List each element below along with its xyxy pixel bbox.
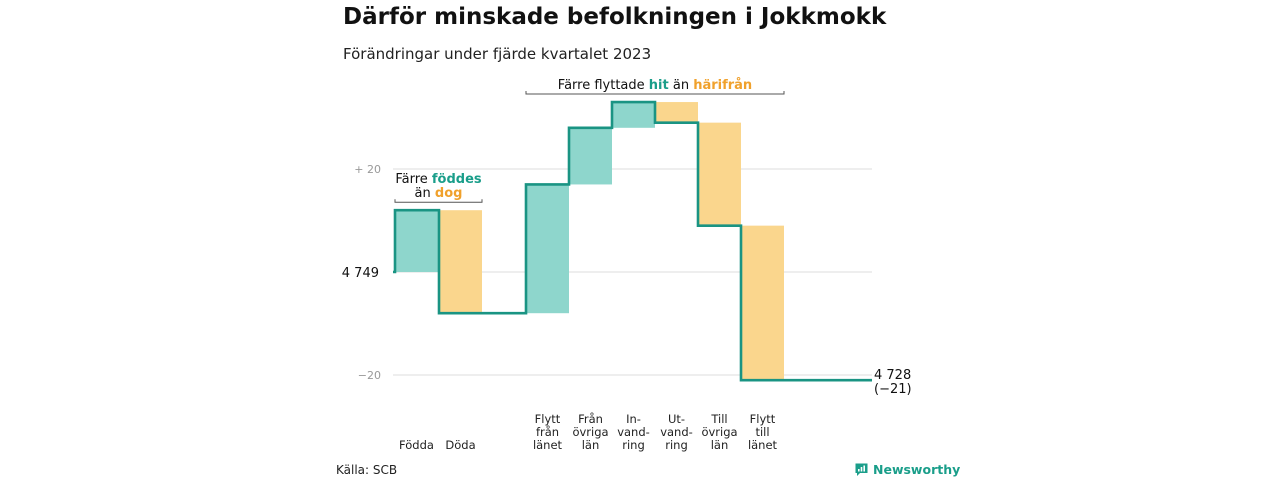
category-label: från <box>536 425 559 439</box>
category-label: Flytt <box>750 412 776 426</box>
y-tick-label: −20 <box>358 369 381 382</box>
annotation-segment: hit <box>649 78 669 93</box>
brand: Newsworthy <box>854 462 960 477</box>
category-label: länet <box>533 438 563 452</box>
source-note: Källa: SCB <box>336 463 398 477</box>
waterfall-bar <box>395 210 438 272</box>
chart-subtitle: Förändringar under fjärde kvartalet 2023 <box>343 45 652 63</box>
category-label: län <box>582 438 600 452</box>
category-label: Ut- <box>668 412 685 426</box>
category-label: Födda <box>399 438 434 452</box>
category-label: Döda <box>445 438 475 452</box>
category-label: övriga <box>701 425 737 439</box>
end-value-label: (−21) <box>874 382 912 397</box>
waterfall-bar <box>698 122 741 226</box>
annotation-segment: än <box>415 186 435 201</box>
category-label: län <box>711 438 729 452</box>
category-label: Från <box>578 412 603 426</box>
category-label: ring <box>665 438 688 452</box>
annotation-segment: föddes <box>432 172 482 187</box>
annotation-text: Färre föddes <box>395 172 482 187</box>
chart-title: Därför minskade befolkningen i Jokkmokk <box>343 4 887 30</box>
annotation-text: Färre flyttade hit än härifrån <box>558 78 752 93</box>
annotation-bracket <box>394 199 483 203</box>
waterfall-bar <box>526 184 569 314</box>
y-tick-label: + 20 <box>354 163 381 176</box>
category-label: övriga <box>572 425 608 439</box>
annotation-segment: Färre <box>395 172 432 187</box>
annotation-segment: än <box>669 78 693 93</box>
start-value-label: 4 749 <box>342 266 379 281</box>
waterfall-bar <box>655 102 698 123</box>
annotation-text: än dog <box>415 186 463 201</box>
waterfall-bar <box>439 210 482 314</box>
waterfall-bar <box>612 102 655 128</box>
annotation-segment: dog <box>435 186 463 201</box>
category-label: In- <box>626 412 641 426</box>
newsworthy-logo-icon <box>855 463 868 476</box>
waterfall-bar <box>569 127 612 185</box>
category-label: till <box>755 425 769 439</box>
category-label: Flytt <box>535 412 561 426</box>
end-value-label: 4 728 <box>874 368 911 383</box>
cumulative-line <box>393 100 872 382</box>
annotation-segment: Färre flyttade <box>558 78 649 93</box>
category-label: Till <box>710 412 727 426</box>
annotation-segment: härifrån <box>693 78 752 93</box>
category-label: ring <box>622 438 645 452</box>
annotation-bracket <box>525 91 785 95</box>
category-label: vand- <box>660 425 693 439</box>
category-label: länet <box>748 438 778 452</box>
category-label: vand- <box>617 425 650 439</box>
brand-name: Newsworthy <box>873 462 961 477</box>
waterfall-bar <box>741 225 784 381</box>
